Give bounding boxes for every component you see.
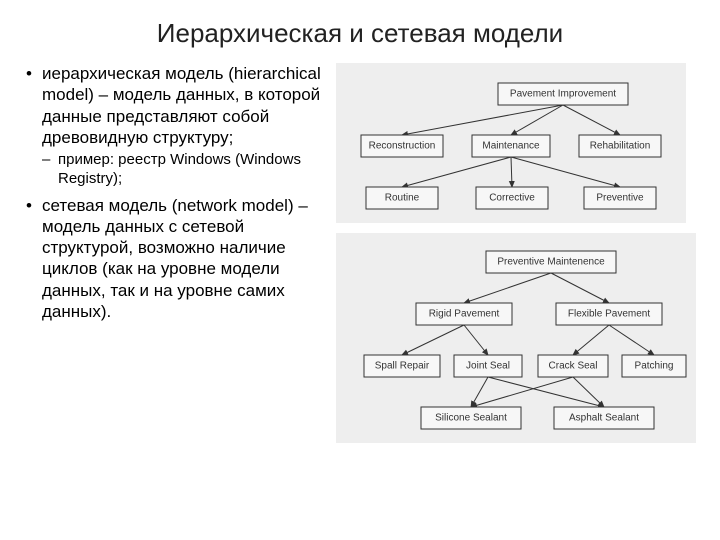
bullet-1-text: иерархическая модель (hierarchical model… xyxy=(42,64,321,147)
node-label-rehab: Rehabilitation xyxy=(590,141,651,152)
node-label-root: Preventive Maintenence xyxy=(497,257,605,268)
node-label-prev: Preventive xyxy=(596,193,644,204)
hierarchical-diagram: Pavement Improvement Reconstruction Mainte… xyxy=(336,63,696,223)
node-label-patch: Patching xyxy=(635,361,674,372)
node-label-asph: Asphalt Sealant xyxy=(569,413,639,424)
node-label-rigid: Rigid Pavement xyxy=(429,309,500,320)
node-label-sil: Silicone Sealant xyxy=(435,413,507,424)
bullet-list: иерархическая модель (hierarchical model… xyxy=(24,63,322,322)
network-diagram: Preventive Maintenence Rigid Pavement Flex… xyxy=(336,233,696,443)
node-label-maint: Maintenance xyxy=(482,141,540,152)
diagram1-svg: Pavement Improvement Reconstruction Mainte… xyxy=(336,63,686,223)
node-label-corr: Corrective xyxy=(489,193,535,204)
node-label-recon: Reconstruction xyxy=(369,141,436,152)
node-label-jseal: Joint Seal xyxy=(466,361,510,372)
slide: Иерархическая и сетевая модели иерархиче… xyxy=(0,0,720,540)
node-label-flex: Flexible Pavement xyxy=(568,309,650,320)
slide-title: Иерархическая и сетевая модели xyxy=(24,18,696,49)
bullet-1: иерархическая модель (hierarchical model… xyxy=(24,63,322,189)
bullet-2: сетевая модель (network model) – модель … xyxy=(24,195,322,323)
diagram-column: Pavement Improvement Reconstruction Mainte… xyxy=(336,63,696,530)
sub-list-1: пример: реестр Windows (Windows Registry… xyxy=(42,151,322,189)
node-label-cseal: Crack Seal xyxy=(549,361,598,372)
node-label-rout: Routine xyxy=(385,193,420,204)
node-label-spall: Spall Repair xyxy=(375,361,430,372)
text-column: иерархическая модель (hierarchical model… xyxy=(24,63,322,530)
node-label-root: Pavement Improvement xyxy=(510,89,616,100)
diagram2-svg: Preventive Maintenence Rigid Pavement Flex… xyxy=(336,233,696,443)
bullet-1-sub-1: пример: реестр Windows (Windows Registry… xyxy=(42,151,322,189)
content-row: иерархическая модель (hierarchical model… xyxy=(24,63,696,530)
